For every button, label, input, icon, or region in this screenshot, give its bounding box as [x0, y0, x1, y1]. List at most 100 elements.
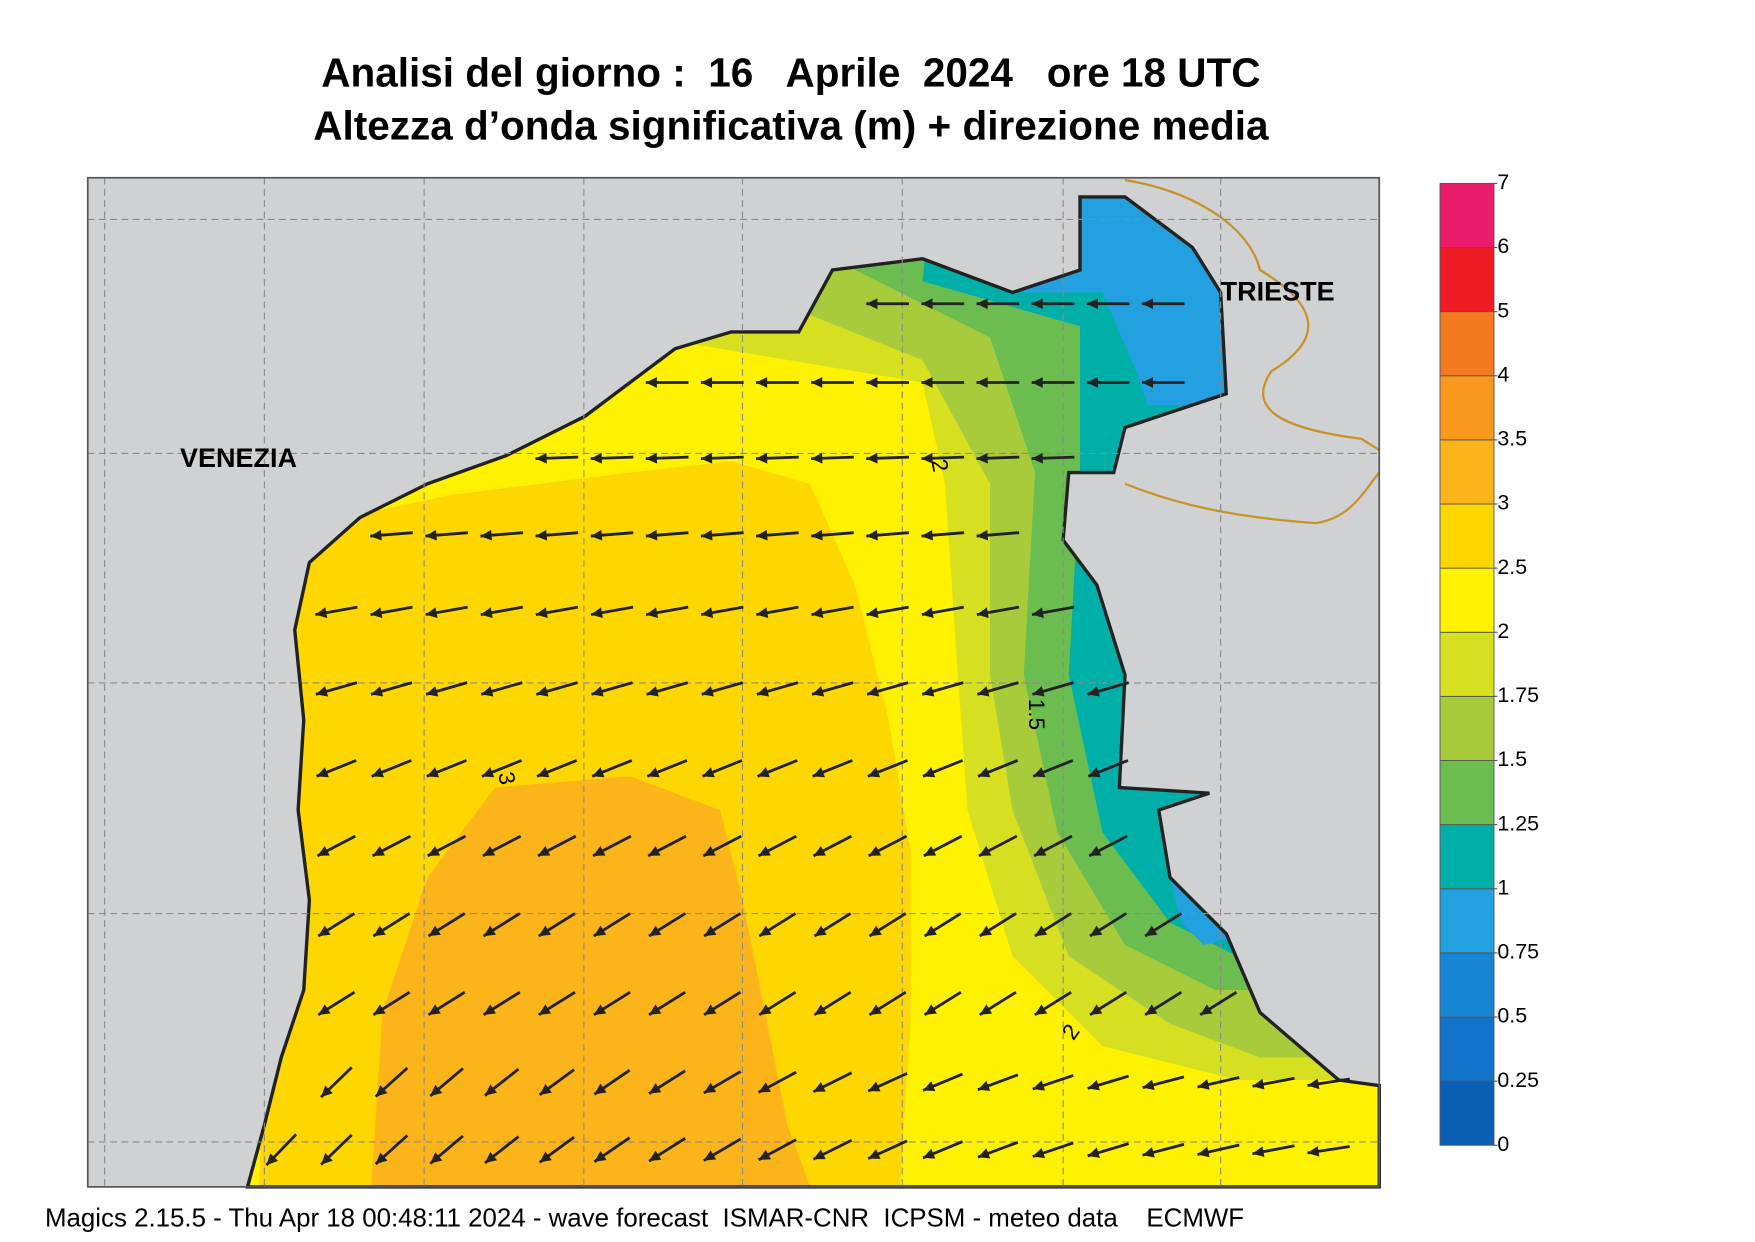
arrow-head	[1089, 925, 1103, 937]
coastline	[245, 195, 1381, 1189]
arrow-head	[649, 1150, 662, 1162]
contour-label: 1.5	[1024, 699, 1049, 730]
arrow-head	[539, 1083, 552, 1095]
zone	[371, 776, 810, 1187]
arrow-head	[1031, 452, 1043, 464]
colorbar-swatch	[1439, 760, 1495, 826]
arrow-head	[758, 1149, 771, 1160]
arrow-head	[923, 845, 937, 856]
contour-label: 3	[493, 770, 520, 787]
arrow-head	[1032, 1080, 1046, 1091]
arrow-head	[427, 845, 441, 856]
arrow-head	[814, 1004, 827, 1015]
arrow-head	[1145, 925, 1158, 937]
colorbar-tick-label: 2.5	[1497, 555, 1527, 579]
arrow-head	[592, 767, 605, 778]
colorbar-swatch	[1439, 567, 1495, 633]
arrow-head	[811, 686, 825, 697]
colorbar-tick-label: 1	[1497, 875, 1509, 899]
arrow-head	[373, 925, 386, 937]
arrow-head	[648, 845, 661, 856]
arrow-head	[704, 925, 717, 937]
arrow-head	[811, 529, 823, 541]
place-label: VENEZIA	[180, 443, 297, 473]
arrow-head	[1086, 377, 1098, 388]
colorbar-tick-label: 0.75	[1497, 940, 1539, 964]
colorbar-tick-label: 1.25	[1497, 811, 1539, 835]
arrow-head	[1086, 298, 1098, 310]
arrow-head	[1034, 925, 1048, 937]
arrow-head	[759, 925, 772, 937]
arrow-head	[648, 925, 662, 937]
arrow-head	[701, 686, 714, 697]
arrow-head	[756, 529, 768, 541]
arrow-head	[868, 845, 882, 856]
arrow-head	[924, 925, 937, 937]
arrow-head	[703, 845, 716, 856]
arrow-head	[535, 452, 547, 464]
colorbar-swatch	[1439, 182, 1495, 248]
arrow-head	[590, 529, 603, 541]
arrow-head	[535, 607, 548, 618]
arrow-head	[428, 925, 441, 937]
colorbar-swatch	[1439, 631, 1495, 697]
arrow-head	[921, 377, 933, 388]
arrow-head	[866, 452, 878, 464]
colorbar-swatch	[1439, 824, 1495, 890]
arrow-head	[976, 377, 988, 388]
arrow-head	[978, 845, 992, 856]
colorbar-swatch	[1439, 439, 1495, 505]
arrow-head	[868, 1149, 881, 1159]
arrow-head	[593, 925, 607, 937]
colorbar-swatch	[1439, 952, 1495, 1018]
colorbar-swatch	[1439, 311, 1495, 377]
colorbar-swatch	[1439, 1016, 1495, 1082]
arrow-head	[1197, 1146, 1210, 1158]
arrow-head	[868, 1081, 881, 1092]
arrow-head	[756, 686, 770, 697]
arrow-head	[811, 377, 823, 388]
arrow-head	[321, 1152, 333, 1165]
arrow-head	[814, 925, 827, 937]
arrow-head	[593, 1004, 607, 1015]
arrow-head	[1200, 1004, 1213, 1015]
arrow-head	[1089, 845, 1102, 856]
arrow-head	[315, 607, 328, 618]
arrow-head	[922, 1148, 936, 1159]
arrow-head	[370, 686, 384, 697]
arrow-head	[866, 529, 878, 541]
arrow-head	[315, 686, 329, 697]
arrow-head	[811, 452, 823, 464]
arrow-head	[866, 298, 878, 310]
arrow-head	[316, 767, 329, 778]
arrow-head	[756, 452, 768, 464]
arrow-head	[977, 1080, 991, 1091]
arrow-head	[426, 686, 439, 697]
arrow-head	[921, 529, 933, 541]
arrow-head	[811, 607, 824, 618]
arrow-head	[1252, 1146, 1265, 1157]
arrow-head	[867, 686, 880, 697]
colorbar-tick-label: 1.5	[1497, 747, 1527, 771]
colorbar-swatch	[1439, 695, 1495, 761]
colorbar-tick-label: 4	[1497, 362, 1509, 386]
arrow-head	[977, 686, 990, 697]
arrow-head	[1032, 686, 1045, 697]
arrow-head	[869, 925, 882, 937]
arrow-head	[813, 845, 826, 856]
colorbar-tick-label: 5	[1497, 298, 1509, 322]
arrow-head	[1031, 298, 1043, 310]
arrow-head	[813, 1081, 826, 1092]
colorbar-tick-label: 0.25	[1497, 1068, 1539, 1092]
arrow-head	[976, 607, 989, 618]
arrow-head	[647, 767, 660, 778]
arrow-head	[922, 1081, 936, 1092]
arrow-head	[701, 607, 714, 618]
arrow-head	[921, 452, 933, 464]
arrow-head	[426, 767, 440, 778]
arrow-head	[538, 1004, 552, 1015]
arrow-head	[536, 686, 549, 697]
arrow-head	[1141, 377, 1154, 388]
arrow-head	[1034, 1004, 1048, 1015]
